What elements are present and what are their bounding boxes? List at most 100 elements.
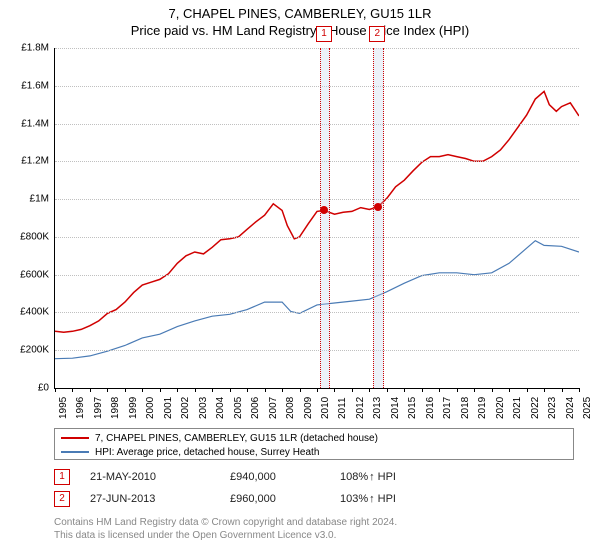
sales-row: 2 27-JUN-2013 £960,000 103% HPI	[54, 488, 574, 510]
sale-hpi: 108% HPI	[340, 471, 440, 483]
x-axis-label: 1995	[58, 397, 69, 419]
x-tick	[247, 388, 248, 392]
x-axis-label: 1999	[128, 397, 139, 419]
x-axis-label: 2025	[582, 397, 593, 419]
x-axis-label: 2023	[547, 397, 558, 419]
y-axis-label: £800K	[7, 231, 49, 242]
gridline	[55, 86, 579, 87]
y-axis-label: £1.4M	[7, 118, 49, 129]
sale-band	[373, 48, 384, 388]
legend-label: HPI: Average price, detached house, Surr…	[95, 447, 319, 458]
legend: 7, CHAPEL PINES, CAMBERLEY, GU15 1LR (de…	[54, 428, 574, 460]
x-tick	[90, 388, 91, 392]
x-axis-label: 2017	[442, 397, 453, 419]
x-tick	[212, 388, 213, 392]
x-tick	[369, 388, 370, 392]
arrow-up-icon	[368, 493, 378, 505]
x-axis-label: 2020	[495, 397, 506, 419]
gridline	[55, 275, 579, 276]
x-tick	[474, 388, 475, 392]
legend-swatch	[61, 437, 89, 439]
sale-date: 27-JUN-2013	[90, 493, 230, 505]
sale-marker-chart: 1	[316, 26, 332, 42]
x-axis-label: 1996	[75, 397, 86, 419]
x-tick	[509, 388, 510, 392]
sales-row: 1 21-MAY-2010 £940,000 108% HPI	[54, 466, 574, 488]
gridline	[55, 48, 579, 49]
x-axis-label: 2019	[477, 397, 488, 419]
y-axis-label: £600K	[7, 269, 49, 280]
x-axis-label: 2001	[163, 397, 174, 419]
x-tick	[142, 388, 143, 392]
page: 7, CHAPEL PINES, CAMBERLEY, GU15 1LR Pri…	[0, 0, 600, 560]
x-tick	[422, 388, 423, 392]
x-tick	[579, 388, 580, 392]
sale-marker-box: 2	[54, 491, 70, 507]
gridline	[55, 161, 579, 162]
x-tick	[55, 388, 56, 392]
footer-line: Contains HM Land Registry data © Crown c…	[54, 516, 574, 529]
sale-marker-box: 1	[54, 469, 70, 485]
sales-table: 1 21-MAY-2010 £940,000 108% HPI 2 27-JUN-…	[54, 466, 574, 510]
x-tick	[352, 388, 353, 392]
x-axis-label: 2022	[530, 397, 541, 419]
x-axis-label: 2013	[372, 397, 383, 419]
sale-price: £940,000	[230, 471, 340, 483]
x-axis-label: 1998	[110, 397, 121, 419]
x-tick	[492, 388, 493, 392]
x-tick	[282, 388, 283, 392]
y-axis-label: £400K	[7, 307, 49, 318]
sale-hpi-pct: 103%	[340, 493, 368, 505]
x-tick	[439, 388, 440, 392]
x-axis-label: 2006	[250, 397, 261, 419]
x-tick	[562, 388, 563, 392]
sale-hpi-pct: 108%	[340, 471, 368, 483]
gridline	[55, 124, 579, 125]
gridline	[55, 199, 579, 200]
chart-plot-area: £0£200K£400K£600K£800K£1M£1.2M£1.4M£1.6M…	[54, 48, 579, 389]
sale-hpi-suffix: HPI	[378, 493, 396, 505]
sale-marker-chart: 2	[369, 26, 385, 42]
x-axis-label: 2010	[320, 397, 331, 419]
series-line	[55, 241, 579, 359]
x-axis-label: 2000	[145, 397, 156, 419]
x-tick	[300, 388, 301, 392]
x-tick	[177, 388, 178, 392]
title-line-1: 7, CHAPEL PINES, CAMBERLEY, GU15 1LR	[0, 6, 600, 21]
sale-price: £960,000	[230, 493, 340, 505]
x-axis-label: 2004	[215, 397, 226, 419]
x-axis-label: 2002	[180, 397, 191, 419]
footer-attribution: Contains HM Land Registry data © Crown c…	[54, 516, 574, 542]
y-axis-label: £200K	[7, 345, 49, 356]
arrow-up-icon	[368, 471, 378, 483]
sale-dot	[320, 206, 328, 214]
y-axis-label: £1.6M	[7, 80, 49, 91]
x-axis-label: 2014	[390, 397, 401, 419]
x-axis-label: 2007	[268, 397, 279, 419]
legend-label: 7, CHAPEL PINES, CAMBERLEY, GU15 1LR (de…	[95, 433, 378, 444]
x-axis-label: 2021	[512, 397, 523, 419]
x-tick	[457, 388, 458, 392]
sale-hpi: 103% HPI	[340, 493, 440, 505]
series-line	[55, 91, 579, 332]
y-axis-label: £1.8M	[7, 43, 49, 54]
y-axis-label: £1.2M	[7, 156, 49, 167]
sale-date: 21-MAY-2010	[90, 471, 230, 483]
sale-dot	[374, 203, 382, 211]
x-axis-label: 2008	[285, 397, 296, 419]
sale-hpi-suffix: HPI	[378, 471, 396, 483]
x-axis-label: 2016	[425, 397, 436, 419]
x-axis-label: 2003	[198, 397, 209, 419]
x-tick	[230, 388, 231, 392]
x-tick	[387, 388, 388, 392]
x-axis-label: 2018	[460, 397, 471, 419]
gridline	[55, 312, 579, 313]
gridline	[55, 237, 579, 238]
gridline	[55, 350, 579, 351]
sale-band	[320, 48, 331, 388]
title-line-2: Price paid vs. HM Land Registry's House …	[0, 23, 600, 38]
x-tick	[404, 388, 405, 392]
x-tick	[527, 388, 528, 392]
x-tick	[72, 388, 73, 392]
x-tick	[544, 388, 545, 392]
